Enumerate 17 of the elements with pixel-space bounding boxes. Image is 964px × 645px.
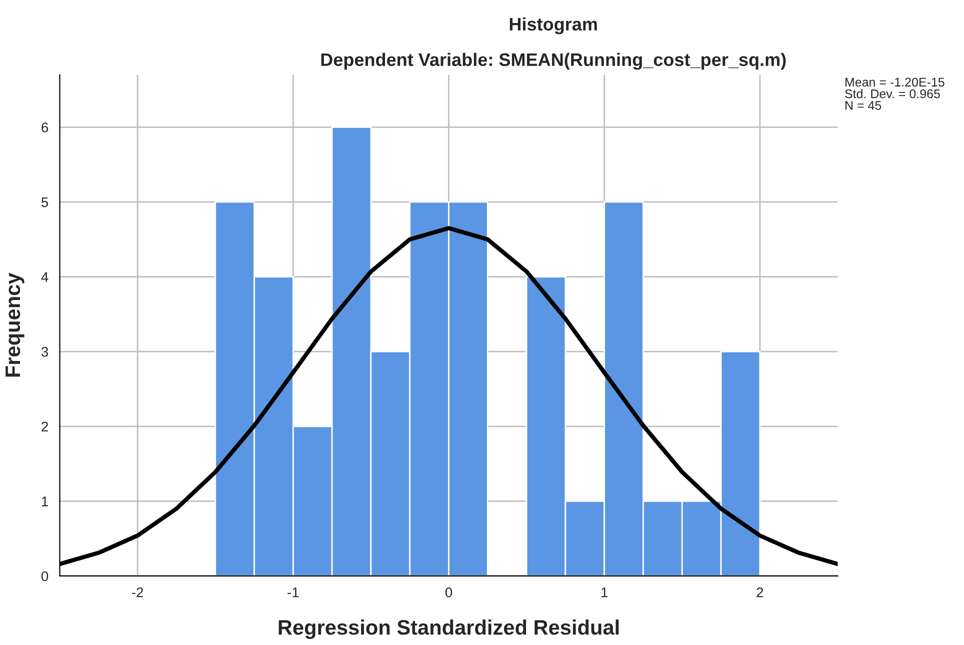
- y-tick-label: 2: [42, 422, 48, 432]
- x-tick-label: 0: [445, 587, 452, 598]
- y-tick-label: 1: [42, 496, 48, 506]
- x-tick-label: 1: [602, 588, 608, 598]
- x-tick-label: 2: [756, 587, 764, 598]
- y-tick-label: 6: [42, 122, 48, 132]
- y-axis-title: Frequency: [6, 272, 24, 377]
- y-tick-label: 4: [41, 272, 48, 282]
- chart-title: Histogram: [510, 17, 597, 34]
- text: Mean = -1.20E-15 Std. Dev. = 0.965 N = 45: [845, 78, 944, 110]
- x-tick-label: -2: [132, 587, 144, 598]
- y-tick-label: 3: [41, 346, 48, 357]
- x-tick-label: -1: [288, 588, 299, 598]
- y-tick-label: 0: [41, 571, 48, 582]
- x-axis-title: Regression Standardized Residual: [278, 619, 619, 639]
- y-tick-label: 5: [41, 197, 48, 208]
- chart-subtitle: Dependent Variable: SMEAN(Running_cost_per_sq.m): [321, 52, 786, 70]
